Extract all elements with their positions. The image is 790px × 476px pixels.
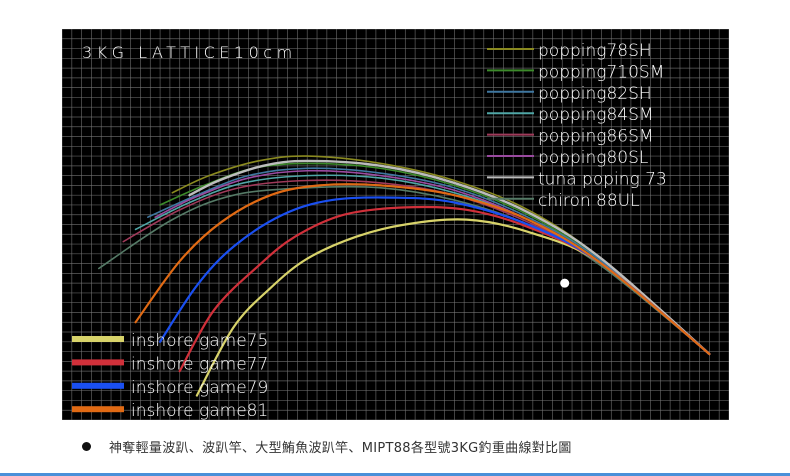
legend-label: inshore game77 (131, 354, 268, 374)
chart-area: 3KG LATTICE10cm popping78SH popping710SM p… (62, 29, 729, 420)
legend-bottom-left: inshore game75 inshore game77 inshore game… (72, 331, 268, 420)
rod-curve-chart: 3KG LATTICE10cm popping78SHpopping710SMp… (62, 29, 729, 420)
legend-label: popping86SM (538, 127, 654, 147)
bottom-accent-bar (0, 473, 790, 476)
legend-label: inshore game79 (131, 378, 268, 398)
caption-row: 神奪輕量波趴、波趴竿、大型鮪魚波趴竿、MIPT88各型號3KG釣重曲線對比圖 (82, 435, 572, 457)
legend-label: popping80SL (538, 148, 648, 168)
series-line-2 (147, 167, 711, 355)
caption-text: 神奪輕量波趴、波趴竿、大型鮪魚波趴竿、MIPT88各型號3KG釣重曲線對比圖 (109, 440, 572, 456)
tip-marker (560, 278, 570, 288)
series-line-11 (134, 183, 711, 356)
legend-label: popping82SH (538, 84, 652, 104)
legend-label: inshore game75 (131, 331, 268, 351)
legend-swatch (72, 382, 124, 389)
legend-swatch (72, 359, 124, 366)
chart-grid (62, 29, 729, 420)
legend-label: popping84SM (538, 105, 654, 125)
bullet-icon (82, 441, 91, 451)
series-line-6 (188, 159, 711, 356)
series-line-7 (97, 185, 711, 355)
legend-label: inshore game81 (131, 401, 268, 420)
chart-curves (97, 155, 711, 397)
legend-swatch (72, 336, 124, 342)
legend-top-right: popping78SHpopping710SMpopping82SHpoppin… (487, 41, 667, 211)
legend-label: popping78SH (538, 41, 652, 61)
chart-title: 3KG LATTICE10cm (82, 43, 297, 62)
legend-swatch (72, 406, 124, 413)
legend-label: tuna poping 73 (538, 169, 667, 189)
legend-label: popping710SM (538, 62, 664, 82)
legend-label: chiron 88UL (538, 191, 640, 211)
